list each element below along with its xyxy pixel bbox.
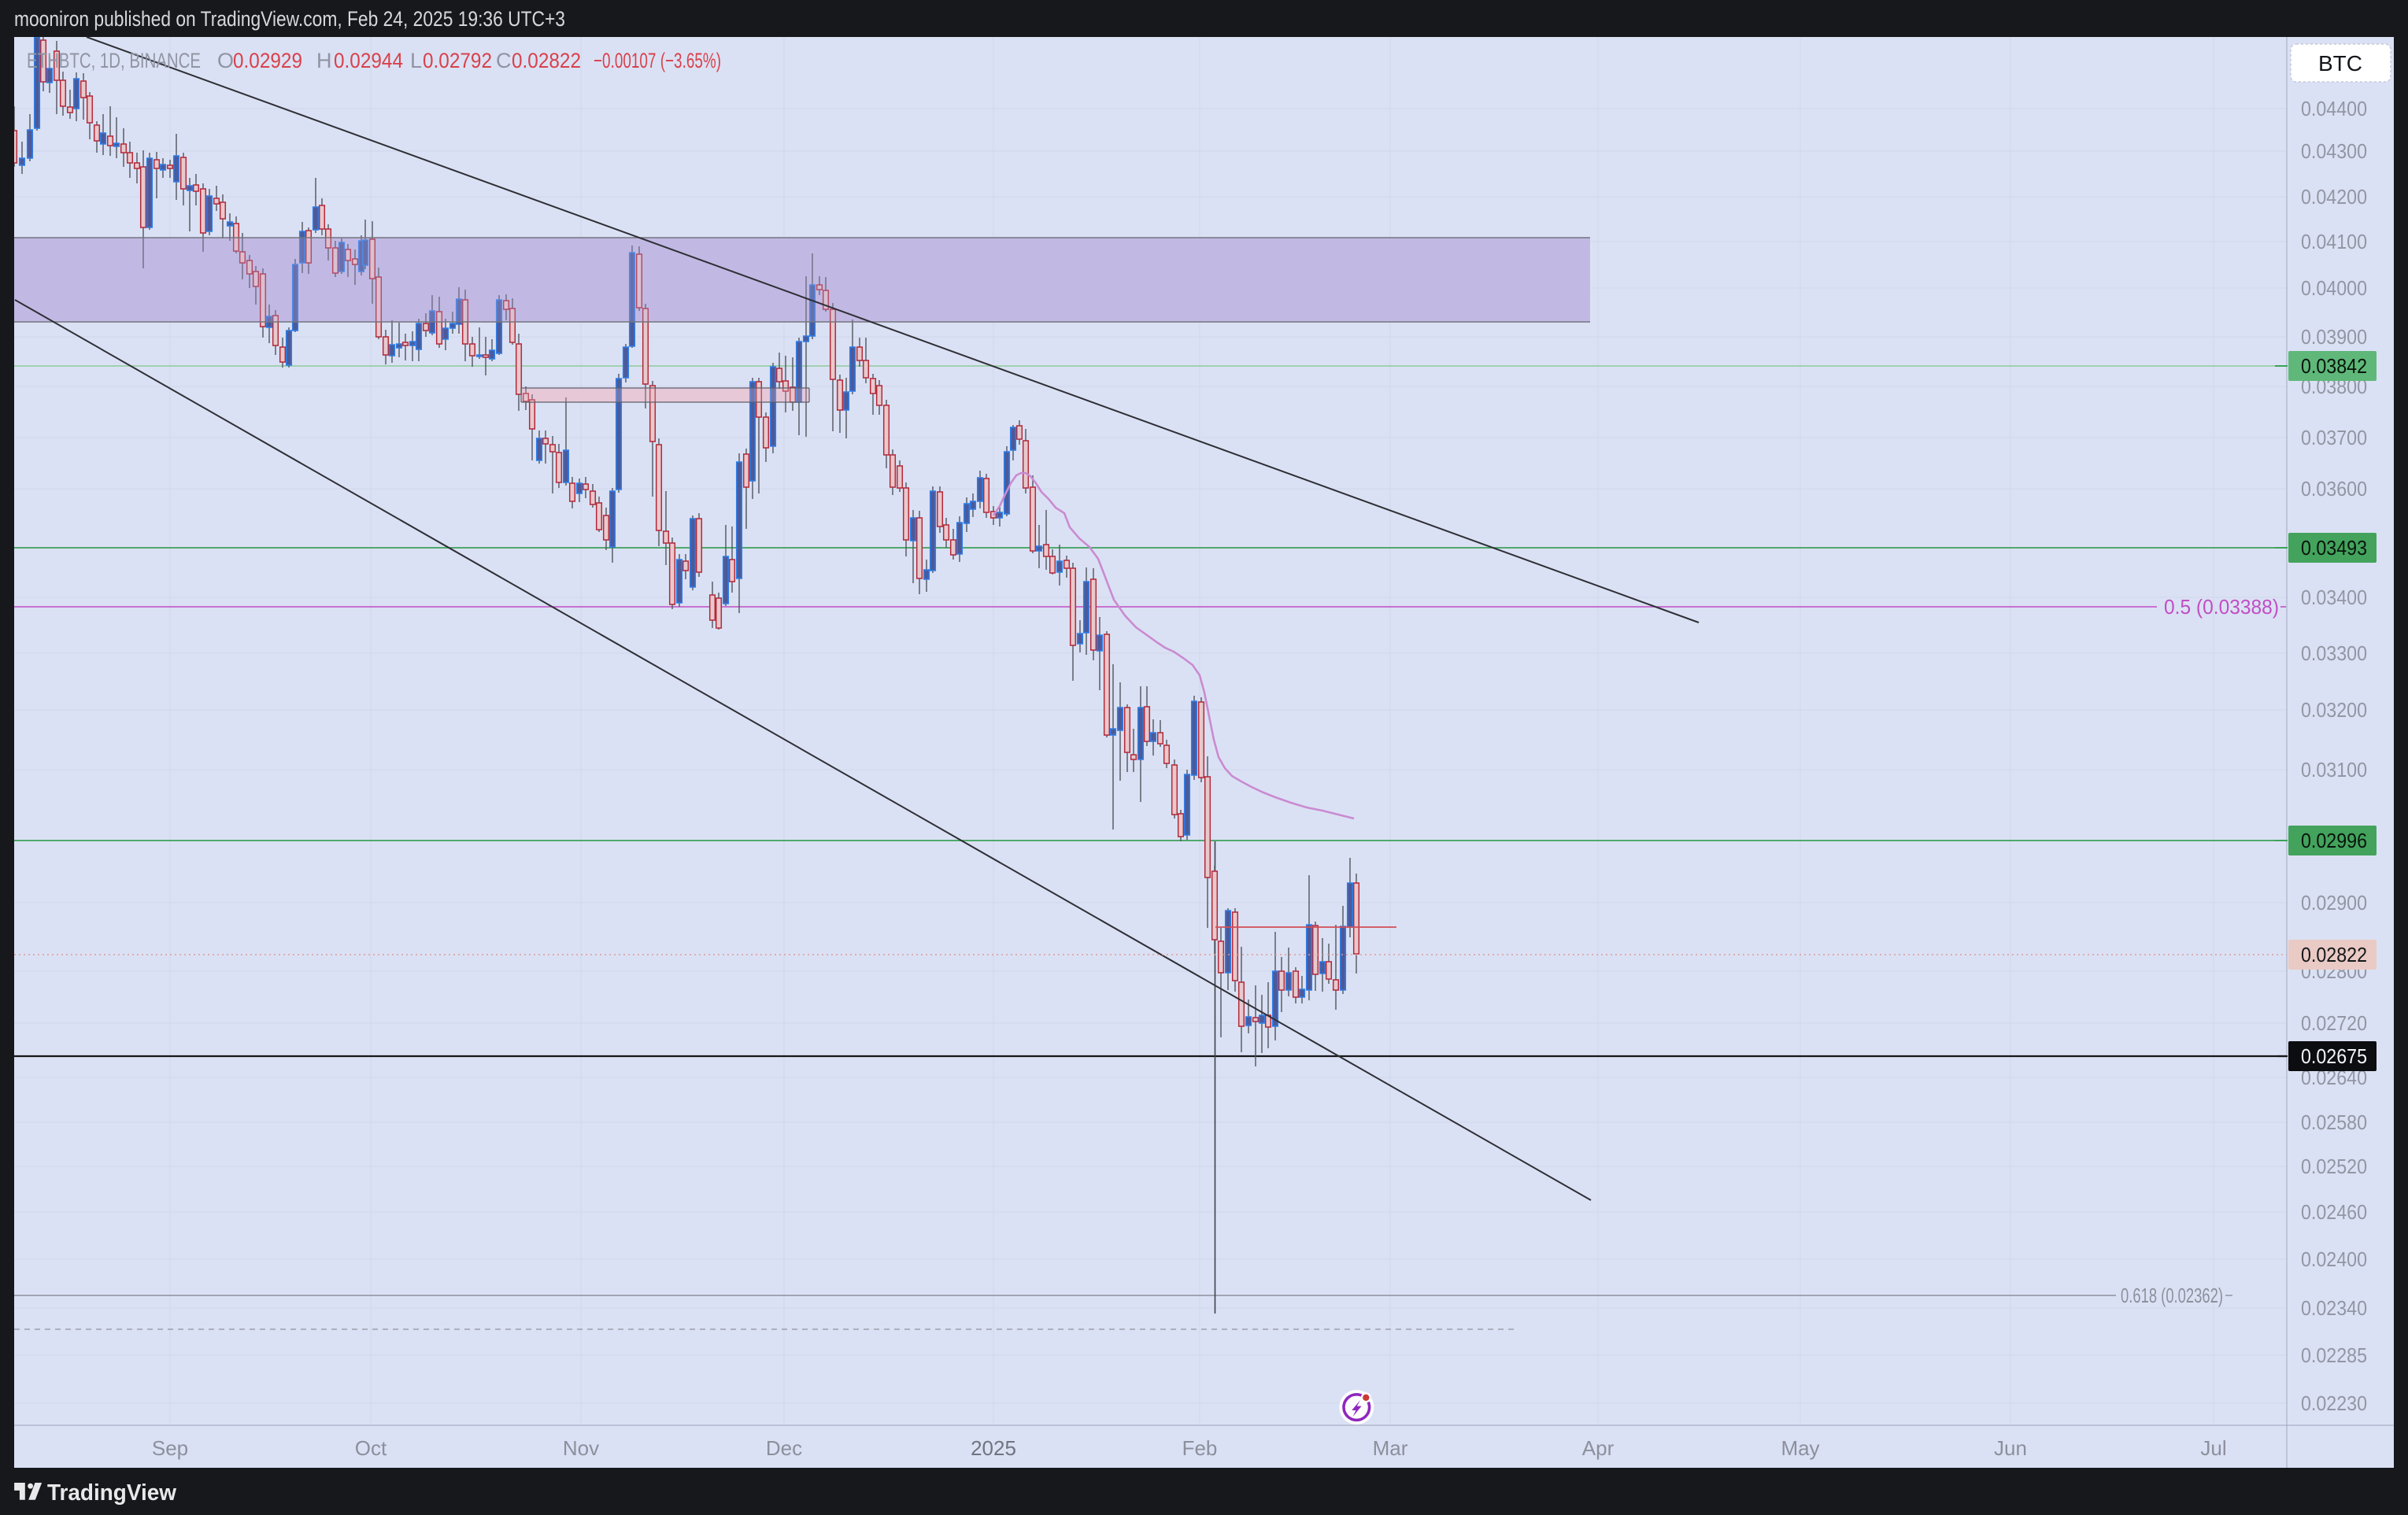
svg-text:H: H [316, 49, 332, 72]
svg-text:Apr: Apr [1582, 1436, 1615, 1460]
svg-text:0.03493: 0.03493 [2301, 536, 2367, 560]
svg-text:0.02720: 0.02720 [2301, 1011, 2367, 1035]
svg-text:0.03200: 0.03200 [2301, 698, 2367, 722]
svg-text:ETHBTC, 1D, BINANCE: ETHBTC, 1D, BINANCE [27, 49, 201, 72]
svg-text:0.02822: 0.02822 [512, 49, 581, 72]
svg-text:Sep: Sep [152, 1436, 188, 1460]
svg-text:0.04000: 0.04000 [2301, 276, 2367, 300]
svg-text:0.618 (0.02362): 0.618 (0.02362) [2121, 1284, 2223, 1307]
svg-text:C: C [496, 49, 512, 72]
svg-text:TradingView: TradingView [47, 1480, 176, 1506]
svg-text:0.02675: 0.02675 [2301, 1044, 2367, 1068]
svg-text:0.04400: 0.04400 [2301, 97, 2367, 120]
svg-text:2025: 2025 [971, 1436, 1016, 1460]
svg-text:mooniron published on TradingV: mooniron published on TradingView.com, F… [14, 7, 565, 31]
svg-text:Oct: Oct [355, 1436, 387, 1460]
svg-text:0.02400: 0.02400 [2301, 1247, 2367, 1271]
svg-text:0.02929: 0.02929 [233, 49, 302, 72]
svg-text:0.03700: 0.03700 [2301, 426, 2367, 449]
svg-text:0.02580: 0.02580 [2301, 1110, 2367, 1134]
svg-text:0.02900: 0.02900 [2301, 891, 2367, 915]
svg-text:BTC: BTC [2318, 51, 2362, 76]
svg-text:0.04300: 0.04300 [2301, 139, 2367, 163]
svg-text:0.02944: 0.02944 [334, 49, 403, 72]
svg-text:0.03900: 0.03900 [2301, 325, 2367, 349]
svg-text:L: L [410, 49, 422, 72]
svg-text:0.02230: 0.02230 [2301, 1391, 2367, 1415]
svg-text:Nov: Nov [563, 1436, 599, 1460]
svg-text:0.03300: 0.03300 [2301, 641, 2367, 665]
svg-text:0.02460: 0.02460 [2301, 1200, 2367, 1224]
svg-text:0.02996: 0.02996 [2301, 829, 2367, 852]
svg-text:−0.00107 (−3.65%): −0.00107 (−3.65%) [594, 49, 721, 72]
svg-text:0.02792: 0.02792 [423, 49, 492, 72]
svg-text:Jun: Jun [1994, 1436, 2027, 1460]
svg-text:0.02340: 0.02340 [2301, 1296, 2367, 1320]
svg-text:0.04100: 0.04100 [2301, 230, 2367, 253]
svg-text:0.04200: 0.04200 [2301, 185, 2367, 209]
svg-text:0.02520: 0.02520 [2301, 1155, 2367, 1178]
svg-text:0.03100: 0.03100 [2301, 758, 2367, 782]
svg-text:0.03600: 0.03600 [2301, 477, 2367, 501]
svg-text:Feb: Feb [1182, 1436, 1218, 1460]
svg-text:Jul: Jul [2200, 1436, 2226, 1460]
svg-text:0.5 (0.03388): 0.5 (0.03388) [2164, 595, 2279, 619]
svg-text:May: May [1781, 1436, 1819, 1460]
svg-text:0.03842: 0.03842 [2301, 354, 2367, 378]
svg-text:Mar: Mar [1373, 1436, 1408, 1460]
svg-text:0.03400: 0.03400 [2301, 586, 2367, 609]
svg-text:0.02285: 0.02285 [2301, 1343, 2367, 1367]
svg-text:O: O [217, 49, 234, 72]
svg-text:0.02822: 0.02822 [2301, 943, 2367, 966]
svg-text:Dec: Dec [766, 1436, 802, 1460]
